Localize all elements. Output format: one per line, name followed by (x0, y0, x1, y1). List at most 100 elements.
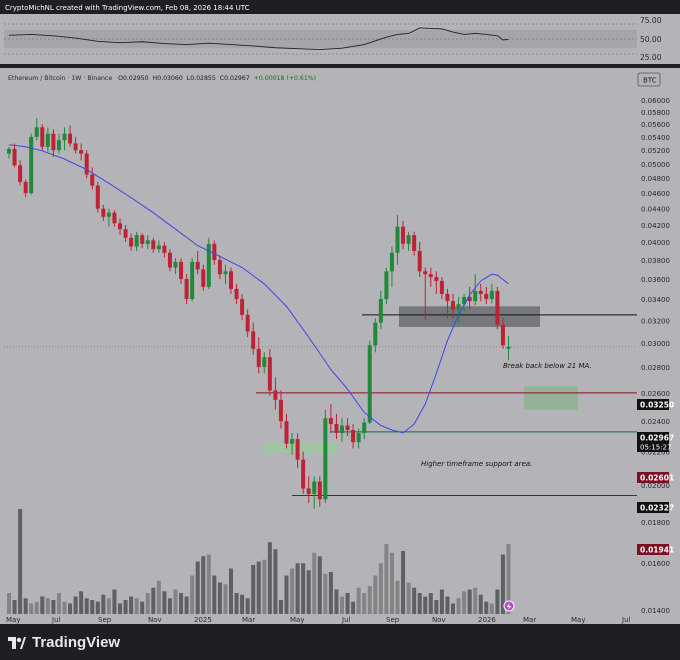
badge-level-green: 0.02327 (637, 502, 674, 513)
volume-bar (167, 598, 172, 614)
candle (378, 290, 383, 330)
candle (240, 293, 245, 321)
price-tick: 0.04000 (641, 239, 670, 247)
candle (145, 235, 150, 250)
volume-bar (284, 575, 289, 614)
candle (234, 283, 239, 305)
candle (90, 167, 95, 190)
candle (489, 283, 494, 304)
tradingview-logo[interactable]: TradingView (8, 634, 120, 651)
rsi-line-layer (8, 27, 509, 51)
candle (18, 160, 23, 186)
candle (362, 418, 367, 440)
volume-bar (428, 593, 433, 614)
candle (456, 296, 461, 323)
price-tick: 0.01400 (641, 607, 670, 615)
volume-bar (351, 601, 356, 614)
price-tick: 0.01600 (641, 560, 670, 568)
event-marker-bolt (506, 603, 512, 610)
volume-bar (478, 594, 483, 614)
volume-bar (462, 591, 467, 614)
candle (256, 337, 261, 374)
volume-bar (234, 593, 239, 614)
time-label: Nov (432, 616, 446, 624)
badge-level-low-text: 0.01941 (640, 546, 674, 555)
candle (190, 258, 195, 302)
volume-bar (434, 600, 439, 614)
time-label: Sep (386, 616, 400, 624)
volume-bar (356, 587, 361, 614)
candle (290, 432, 295, 455)
candle (423, 267, 428, 321)
candle (334, 413, 339, 440)
rsi-pane[interactable]: 75.00 50.00 25.00 (0, 14, 680, 64)
candle (478, 283, 483, 302)
candle (345, 418, 350, 437)
candle (278, 390, 283, 429)
price-axis[interactable]: 0.06000 0.05800 0.05600 0.05400 0.05200 0.050… (641, 97, 670, 615)
volume-bar (412, 587, 417, 614)
volume-bar (190, 575, 195, 614)
tradingview-brand: TradingView (32, 634, 121, 651)
price-tick: 0.06000 (641, 97, 670, 105)
zones-layer (262, 306, 578, 454)
volume-bar (34, 601, 39, 614)
time-label: Jul (341, 616, 351, 624)
header-credit: CryptoMichNL created with TradingView.co… (5, 4, 250, 12)
volume-bar (73, 596, 78, 614)
volume-bar (251, 565, 256, 614)
candle (167, 249, 172, 272)
candle (206, 237, 211, 289)
time-axis[interactable]: May Jul Sep Nov 2025 Mar May Jul Sep Nov 2026 Mar Ma… (6, 616, 631, 624)
volume-bar (295, 563, 300, 614)
candle (217, 255, 222, 280)
candle (73, 136, 78, 154)
candle (51, 129, 56, 157)
volume-bar (229, 568, 233, 614)
candle (401, 220, 406, 250)
volume-bar (378, 563, 383, 614)
rsi-tick-50: 50.00 (640, 35, 662, 44)
volume-bar (417, 593, 422, 614)
candle (229, 267, 233, 294)
volume-bar (290, 568, 295, 614)
volume-bar (217, 582, 222, 614)
candle (251, 322, 256, 355)
event-marker-icon[interactable] (503, 600, 515, 612)
volume-bar (56, 593, 61, 614)
candle (500, 318, 505, 349)
candle (68, 125, 73, 147)
badge-level-green-text: 0.02327 (640, 504, 674, 513)
volume-bar (95, 601, 100, 614)
candle (323, 409, 328, 503)
volume-bar (106, 598, 111, 614)
currency-button-label: BTC (643, 77, 657, 85)
candle (118, 218, 122, 236)
candle (179, 258, 184, 284)
time-label: May (6, 616, 20, 624)
volume-bar (389, 552, 394, 614)
volume-bar (273, 549, 278, 614)
price-tick: 0.03600 (641, 276, 670, 284)
candle (495, 286, 500, 330)
candle (184, 274, 189, 305)
volume-bar (467, 589, 472, 614)
price-tick: 0.02800 (641, 364, 670, 372)
rsi-tick-25: 25.00 (640, 53, 662, 62)
currency-button[interactable]: BTC (637, 72, 661, 87)
candle (151, 237, 156, 253)
volume-bar (140, 601, 145, 614)
volume-bar (40, 596, 45, 614)
price-tick: 0.01800 (641, 519, 670, 527)
candle (84, 150, 89, 179)
price-tick: 0.02400 (641, 418, 670, 426)
volume-bar (423, 596, 428, 614)
badge-level-green-bg (637, 502, 669, 513)
candle (56, 133, 61, 154)
ohlc-open: O0.02950 (118, 75, 149, 82)
candle (106, 208, 111, 227)
candle (473, 274, 478, 306)
volume-bar (12, 600, 17, 614)
